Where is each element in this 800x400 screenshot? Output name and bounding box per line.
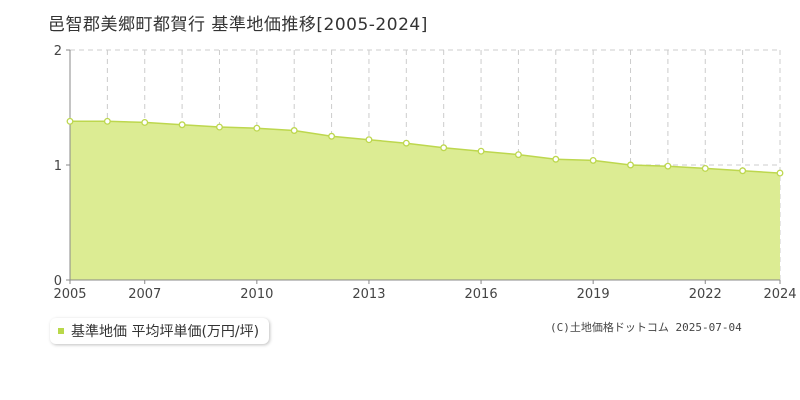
y-tick-label: 0 bbox=[54, 274, 62, 289]
x-tick-label: 2022 bbox=[689, 287, 722, 302]
data-point bbox=[290, 127, 298, 134]
page-title: 邑智郡美郷町都賀行 基準地価推移[2005-2024] bbox=[48, 15, 428, 35]
x-tick-label: 2016 bbox=[465, 287, 498, 302]
data-point bbox=[402, 139, 410, 147]
data-point bbox=[701, 164, 709, 172]
data-point bbox=[514, 151, 522, 159]
data-point bbox=[66, 117, 74, 125]
data-point bbox=[103, 117, 111, 125]
x-tick-label: 2019 bbox=[577, 287, 610, 302]
y-tick-label: 1 bbox=[54, 159, 62, 174]
x-tick-label: 2013 bbox=[352, 287, 385, 302]
x-tick-label: 2010 bbox=[240, 287, 273, 302]
series-line bbox=[70, 120, 781, 174]
data-point bbox=[365, 136, 373, 144]
legend-swatch bbox=[58, 328, 64, 334]
copyright-notice: (C)土地価格ドットコム 2025-07-04 bbox=[550, 321, 742, 334]
data-point bbox=[664, 162, 672, 170]
data-point bbox=[253, 124, 261, 132]
y-tick-label: 2 bbox=[54, 44, 62, 59]
data-point bbox=[178, 121, 186, 129]
x-tick-label: 2024 bbox=[763, 287, 796, 302]
data-point bbox=[141, 118, 149, 126]
data-point bbox=[739, 167, 747, 175]
data-point bbox=[328, 132, 336, 140]
data-point bbox=[216, 123, 223, 131]
data-point bbox=[552, 155, 560, 163]
x-tick-label: 2007 bbox=[128, 287, 161, 302]
series-area bbox=[70, 121, 780, 280]
data-point bbox=[477, 147, 485, 155]
legend-label: 基準地価 平均坪単価(万円/坪) bbox=[71, 324, 260, 340]
legend: 基準地価 平均坪単価(万円/坪) bbox=[50, 318, 270, 344]
x-tick-label: 2005 bbox=[53, 287, 86, 302]
data-point bbox=[776, 169, 784, 177]
data-point bbox=[589, 156, 597, 164]
data-point bbox=[627, 161, 634, 169]
data-point bbox=[440, 144, 448, 152]
